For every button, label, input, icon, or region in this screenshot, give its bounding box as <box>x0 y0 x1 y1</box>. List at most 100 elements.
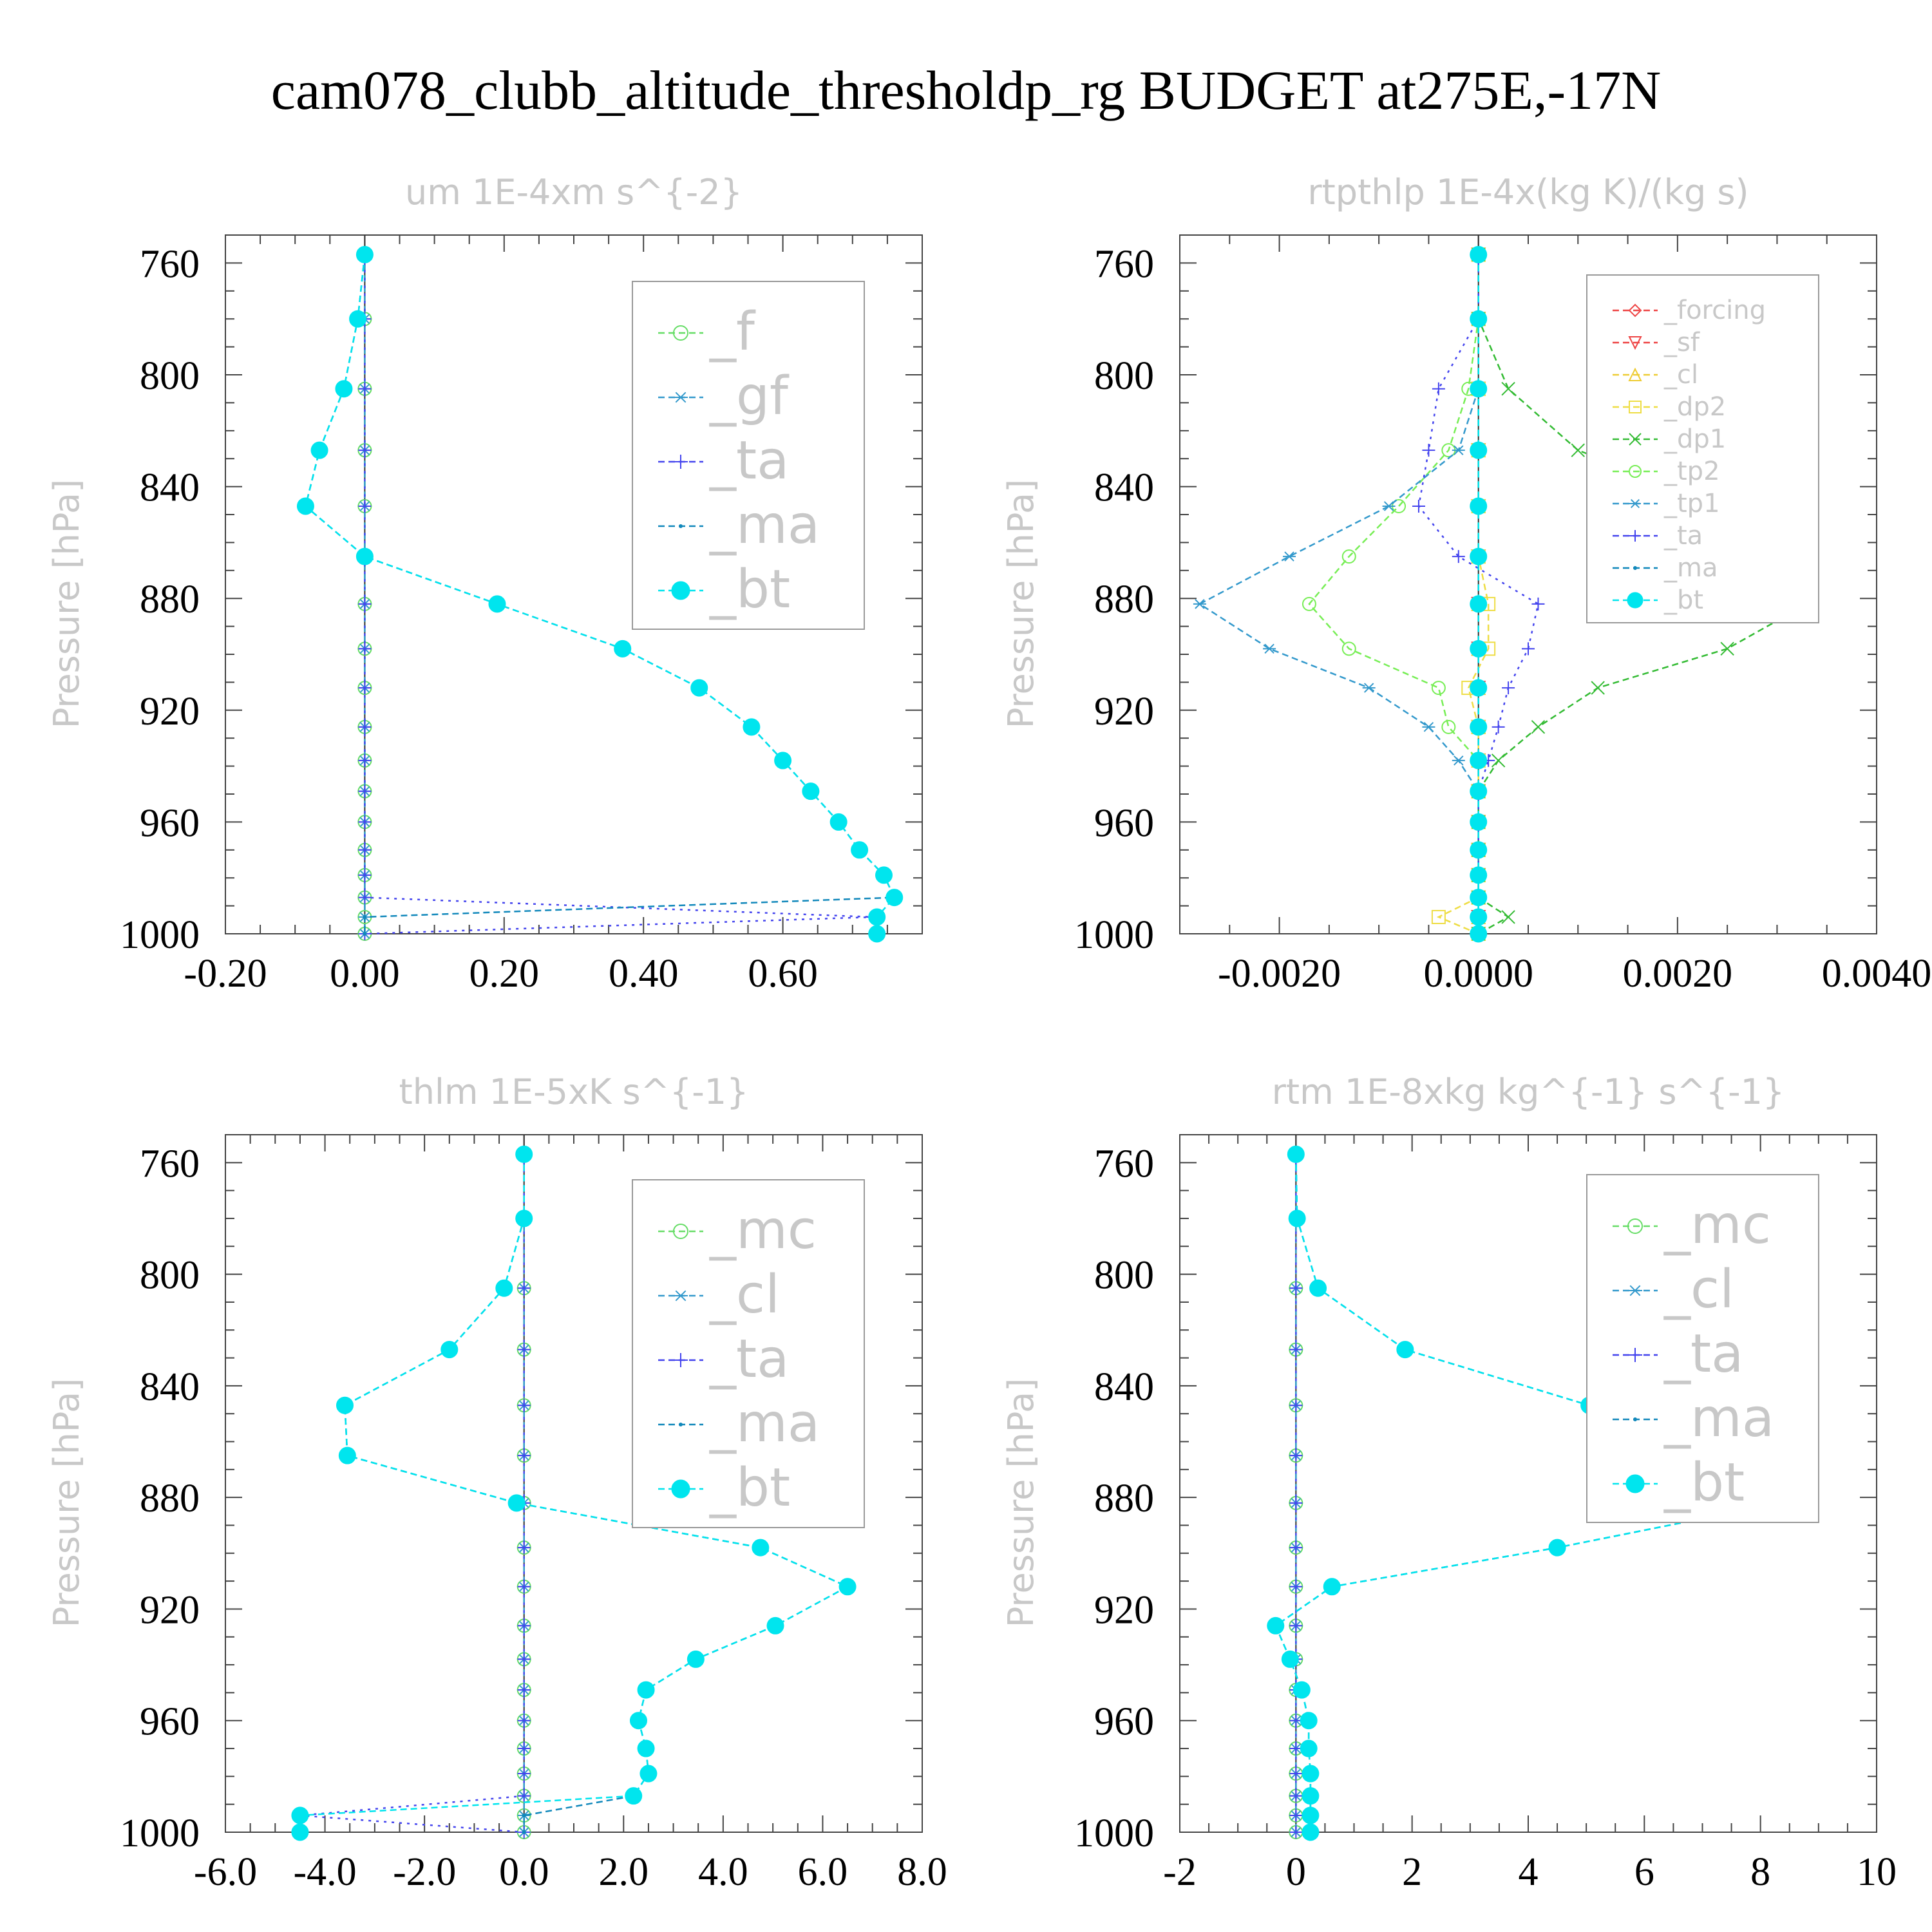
x-tick-label: 0.0 <box>499 1850 549 1894</box>
x-tick-label: 0.0000 <box>1423 952 1533 996</box>
data-point <box>1302 1787 1320 1805</box>
legend-item: _cl <box>658 1264 780 1325</box>
data-point <box>1470 841 1488 859</box>
data-point <box>517 1683 531 1697</box>
legend-label: _ta <box>709 1329 789 1390</box>
y-ticks: 760 800 840 880 920 960 1000 <box>1074 234 1877 957</box>
data-point <box>1289 1343 1303 1356</box>
series-line <box>305 254 896 934</box>
data-point <box>802 782 820 800</box>
data-point <box>1293 1681 1311 1699</box>
data-point <box>1289 1399 1303 1412</box>
data-point <box>1629 530 1641 542</box>
y-tick-label: 960 <box>1094 1700 1154 1744</box>
data-point <box>358 784 372 798</box>
data-point <box>1289 1809 1303 1823</box>
chart-panel-4: rtm 1E-8xkg kg^{-1} s^{-1} Pressure [hPa]… <box>1001 1072 1897 1894</box>
x-ticks: -0.20 0.00 0.20 0.40 0.60 <box>184 235 923 996</box>
y-tick-label: 840 <box>140 1365 200 1409</box>
y-axis-label: Pressure [hPa] <box>1001 1378 1041 1627</box>
data-point <box>1289 1826 1303 1839</box>
y-tick-label: 880 <box>140 1477 200 1520</box>
data-point <box>1289 1767 1303 1781</box>
legend-label: _ma <box>709 495 820 556</box>
data-point <box>637 1681 655 1699</box>
legend-label: _ta <box>709 430 789 491</box>
data-point <box>1341 641 1356 656</box>
data-point <box>1382 501 1396 511</box>
x-tick-label: 0.0020 <box>1623 952 1733 996</box>
legend-label: _mc <box>709 1200 817 1261</box>
legend-item: _ta <box>658 430 789 491</box>
legend-box <box>1586 274 1819 623</box>
data-point <box>363 932 367 936</box>
legend-item: _ta <box>1613 1323 1743 1385</box>
legend-box <box>1586 1174 1819 1523</box>
x-tick-label: -6.0 <box>194 1850 257 1894</box>
data-point <box>1289 1789 1303 1803</box>
data-point <box>851 841 869 859</box>
legend-item: _forcing <box>1613 296 1766 325</box>
legend-item: _cl <box>1613 1259 1734 1320</box>
data-point <box>517 1789 531 1803</box>
figure-title: cam078_clubb_altitude_thresholdp_rg BUDG… <box>270 59 1662 121</box>
legend-label: _ma <box>1663 553 1718 583</box>
data-point <box>358 597 372 611</box>
data-point <box>1522 642 1535 656</box>
legend-box <box>632 281 865 630</box>
series-tp1 <box>1193 249 1485 939</box>
data-point <box>1432 382 1445 395</box>
data-point <box>1629 401 1642 413</box>
series-tp2 <box>1302 247 1486 941</box>
legend-label: _ma <box>1663 1388 1774 1449</box>
data-point <box>517 1449 531 1463</box>
data-point <box>358 891 372 904</box>
data-point <box>639 1765 658 1783</box>
legend: _f_gf_ta_ma_bt <box>632 281 865 630</box>
legend-item: _tp1 <box>1613 489 1720 518</box>
y-axis-label: Pressure [hPa] <box>46 1378 87 1627</box>
data-point <box>766 1616 784 1634</box>
data-point <box>358 681 372 695</box>
data-point <box>1302 1823 1320 1841</box>
data-point <box>1288 1209 1306 1227</box>
y-tick-label: 920 <box>1094 1588 1154 1632</box>
subplot-title: thlm 1E-5xK s^{-1} <box>399 1072 749 1112</box>
data-point <box>1289 1282 1303 1295</box>
data-point <box>1627 592 1643 609</box>
data-point <box>673 325 688 341</box>
data-point <box>1627 1218 1643 1234</box>
legend-label: _bt <box>709 559 790 620</box>
data-point <box>495 1279 513 1297</box>
data-point <box>1452 755 1465 766</box>
data-point <box>1283 551 1296 562</box>
data-point <box>522 1814 526 1818</box>
x-tick-label: 0.60 <box>748 952 818 996</box>
legend-item: _ta <box>658 1329 789 1390</box>
data-point <box>1628 367 1642 381</box>
data-point <box>1470 245 1488 263</box>
data-point <box>310 441 328 459</box>
legend-label: _sf <box>1663 328 1700 357</box>
legend-label: _cl <box>1663 360 1698 390</box>
data-point <box>291 1823 309 1841</box>
data-point <box>358 868 372 882</box>
subplot-title: um 1E-4xm s^{-2} <box>405 172 743 213</box>
data-point <box>1531 720 1546 734</box>
data-point <box>1470 718 1488 736</box>
legend-label: _bt <box>1663 1452 1745 1513</box>
data-point <box>517 1714 531 1727</box>
data-point <box>522 1830 526 1834</box>
data-point <box>1300 1712 1318 1730</box>
legend-label: _tp1 <box>1663 489 1720 518</box>
data-point <box>673 1224 688 1239</box>
legend-item: _ma <box>658 495 820 556</box>
y-tick-label: 880 <box>140 578 200 621</box>
data-point <box>875 866 893 884</box>
legend-label: _gf <box>709 366 790 427</box>
data-point <box>1628 336 1642 350</box>
data-point <box>868 908 886 926</box>
data-point <box>1300 1739 1318 1757</box>
data-point <box>1625 1474 1645 1493</box>
legend-label: _ta <box>1663 521 1703 551</box>
